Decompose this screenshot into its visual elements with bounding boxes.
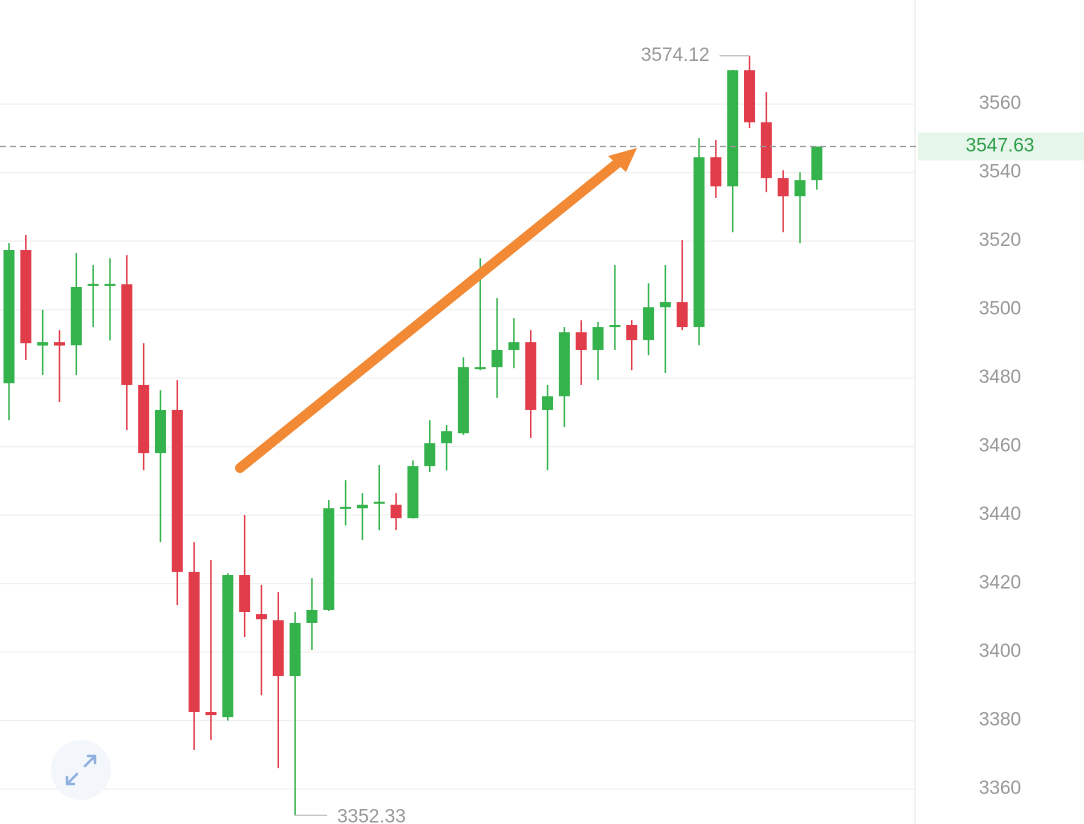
y-tick-label: 3560	[979, 93, 1021, 114]
candle-body	[53, 342, 65, 346]
y-tick-label: 3480	[979, 367, 1021, 388]
y-tick-label: 3540	[979, 162, 1021, 183]
candle-body	[323, 508, 335, 610]
candle-body	[407, 466, 419, 519]
candle-body	[255, 614, 267, 620]
candle-body	[70, 286, 82, 346]
candle-body	[289, 622, 301, 677]
candle-body	[508, 342, 520, 351]
candle-body	[592, 327, 604, 351]
candle-body	[104, 283, 116, 286]
candle-body	[222, 575, 234, 718]
expand-button[interactable]	[51, 740, 111, 800]
y-tick-label: 3360	[979, 778, 1021, 799]
candle-body	[575, 332, 587, 351]
candle-body	[794, 180, 806, 197]
expand-icon[interactable]	[65, 754, 97, 786]
y-tick-label: 3420	[979, 573, 1021, 594]
candle-body	[457, 367, 469, 434]
last-price-box	[918, 132, 1084, 161]
grid	[0, 103, 915, 790]
expand-button-bg[interactable]	[51, 740, 111, 800]
candle-body	[441, 431, 453, 444]
candle-body	[424, 443, 436, 467]
y-tick-label: 3400	[979, 641, 1021, 662]
candle-body	[205, 712, 217, 716]
last-price-label: 3547.63	[966, 135, 1035, 156]
candle-body	[626, 325, 638, 341]
candle-body	[154, 409, 166, 454]
candle-body	[693, 157, 705, 328]
y-tick-label: 3500	[979, 299, 1021, 320]
candle-body	[188, 571, 200, 713]
candles	[3, 55, 823, 816]
labels: 3360 3380 3400 3420 3440 3460 3480 3500 3520 3540…	[0, 45, 1084, 824]
y-tick-label: 3460	[979, 436, 1021, 457]
candle-body	[491, 350, 503, 368]
candle-body	[676, 302, 688, 328]
max-label: 3574.12	[641, 45, 710, 66]
trend-arrow	[235, 152, 630, 473]
candle-body	[558, 332, 570, 397]
candle-body	[710, 157, 722, 187]
candle-body	[340, 506, 352, 509]
candle-body	[138, 384, 150, 454]
candle-body	[659, 302, 671, 308]
candle-body	[760, 122, 772, 179]
candle-body	[306, 609, 318, 623]
candle-body	[609, 325, 621, 328]
candle-body	[272, 620, 284, 677]
candle-body	[37, 342, 49, 346]
candle-body	[811, 146, 823, 181]
candle-body	[121, 284, 133, 385]
candle-body	[727, 70, 739, 187]
candle-body	[171, 409, 183, 572]
y-tick-label: 3440	[979, 504, 1021, 525]
candle-body	[373, 501, 385, 504]
candle-body	[3, 250, 15, 384]
min-label: 3352.33	[337, 806, 406, 824]
y-tick-label: 3380	[979, 710, 1021, 731]
y-tick-label: 3520	[979, 230, 1021, 251]
candle-body	[542, 396, 554, 410]
candle-body	[744, 70, 756, 123]
candle-body	[777, 178, 789, 197]
candle-body	[390, 504, 402, 519]
candle-body	[20, 250, 32, 344]
candle-body	[356, 504, 368, 509]
candle-body	[87, 283, 99, 286]
candle-body	[525, 342, 537, 410]
trend-arrow-head	[608, 148, 637, 172]
candle-body	[239, 575, 251, 613]
candle-body	[643, 307, 655, 341]
candle-body	[474, 367, 486, 370]
